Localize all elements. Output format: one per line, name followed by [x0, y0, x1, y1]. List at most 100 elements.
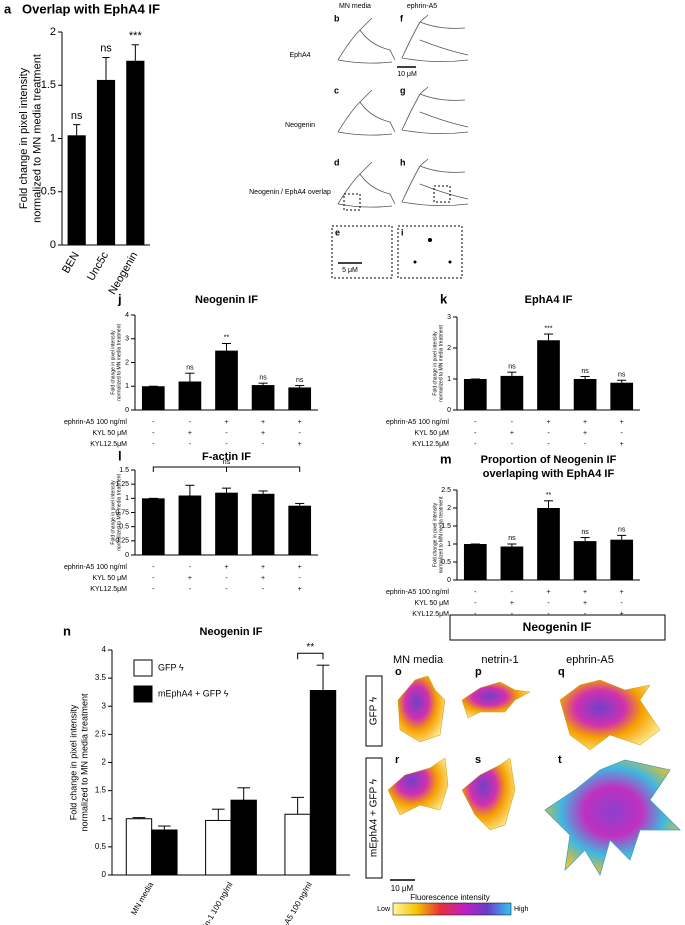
- condition-name: ephrin-A5 100 ng/ml: [64, 564, 127, 571]
- y-tick-label: 0: [125, 552, 129, 559]
- condition-mark: -: [584, 611, 587, 618]
- comparison-bracket: [297, 652, 324, 660]
- bar: [463, 379, 487, 410]
- condition-mark: -: [262, 441, 265, 448]
- y-axis-label: Fold change in pixel intensity: [110, 330, 116, 395]
- condition-mark: +: [620, 589, 624, 596]
- bar: [151, 829, 178, 876]
- condition-mark: -: [511, 611, 514, 618]
- panel-letter: s: [475, 754, 481, 766]
- condition-mark: +: [546, 589, 550, 596]
- y-tick-label: 0.75: [115, 509, 129, 516]
- condition-mark: -: [474, 600, 477, 607]
- heatmaps: Neogenin IF MN media netrin-1 ephrin-A5 …: [365, 614, 681, 916]
- y-axis-label: Fold change in pixel intensity: [432, 331, 438, 396]
- y-tick-label: 0: [50, 239, 56, 251]
- condition-mark: +: [298, 564, 302, 571]
- panel-letter: m: [440, 451, 452, 466]
- heatmap-cell: [559, 679, 661, 751]
- significance-label: ns: [581, 529, 589, 536]
- condition-mark: +: [298, 419, 302, 426]
- panel-letter: p: [475, 666, 482, 678]
- condition-mark: -: [621, 430, 624, 437]
- colorbar-high: High: [514, 906, 529, 913]
- y-axis-label: Fold change in pixel intensity: [18, 67, 30, 209]
- chart-title: F-actin IF: [202, 451, 251, 463]
- condition-mark: +: [583, 589, 587, 596]
- condition-name: ephrin-A5 100 ng/ml: [386, 589, 449, 596]
- condition-mark: -: [474, 441, 477, 448]
- condition-mark: -: [299, 430, 302, 437]
- condition-name: KYL12.5μM: [412, 611, 449, 618]
- condition-mark: +: [620, 611, 624, 618]
- condition-name: KYL 50 μM: [414, 430, 449, 437]
- condition-mark: -: [474, 611, 477, 618]
- y-tick-label: 0: [447, 407, 451, 414]
- condition-mark: +: [261, 564, 265, 571]
- panel-letter: k: [440, 291, 448, 306]
- panel-letter: i: [401, 227, 404, 237]
- bar: [141, 498, 165, 555]
- panel-letter: l: [118, 448, 122, 463]
- chart-title: Neogenin IF: [195, 294, 258, 306]
- y-tick-label: 1: [125, 383, 129, 390]
- heatmap-cell: [461, 757, 516, 831]
- condition-mark: +: [298, 586, 302, 593]
- y-tick-label: 1: [125, 495, 129, 502]
- y-tick-label: 3.5: [95, 673, 107, 682]
- panel-letter: h: [400, 157, 406, 167]
- colorbar-low: Low: [377, 906, 391, 913]
- condition-mark: -: [152, 564, 155, 571]
- significance-label: ns: [581, 368, 589, 375]
- y-tick-label: 1: [50, 132, 56, 144]
- bar: [178, 381, 202, 410]
- bar: [141, 386, 165, 410]
- bar: [573, 379, 597, 410]
- significance-label: ns: [618, 371, 626, 378]
- y-tick-label: 4: [102, 645, 107, 654]
- condition-name: ephrin-A5 100 ng/ml: [386, 419, 449, 426]
- condition-mark: +: [620, 441, 624, 448]
- bar: [67, 135, 86, 245]
- bar: [284, 813, 311, 876]
- panel-letter: j: [117, 291, 122, 306]
- condition-mark: -: [474, 419, 477, 426]
- condition-mark: +: [261, 430, 265, 437]
- bar: [610, 539, 634, 580]
- condition-mark: -: [511, 589, 514, 596]
- x-tick-label: Unc5c: [85, 250, 111, 283]
- bar: [500, 375, 524, 410]
- legend-label: mEphA4 + GFP ϟ: [158, 688, 229, 698]
- y-tick-label: 3: [447, 314, 451, 321]
- y-axis-label: normalized to MN media treatment: [80, 693, 90, 832]
- row-label: mEphA4 + GFP ϟ: [369, 778, 380, 857]
- legend-swatch: [133, 659, 153, 677]
- condition-mark: +: [546, 419, 550, 426]
- y-tick-label: 0: [102, 870, 107, 879]
- bar: [251, 493, 275, 555]
- bar: [500, 546, 524, 580]
- micrographs: MN media ephrin-A5 EphA4 Neogenin Neogen…: [249, 3, 469, 279]
- condition-mark: -: [621, 600, 624, 607]
- y-tick-label: 1.5: [95, 786, 107, 795]
- x-tick-label: Neogenin: [107, 250, 141, 297]
- y-tick-label: 0: [447, 577, 451, 584]
- cell-outlines: [331, 14, 469, 279]
- y-tick-label: 2.5: [441, 487, 451, 494]
- condition-mark: +: [583, 430, 587, 437]
- bar: [309, 690, 337, 876]
- condition-mark: -: [262, 586, 265, 593]
- comparison-label: **: [306, 642, 314, 653]
- bar: [205, 819, 232, 876]
- condition-mark: -: [584, 441, 587, 448]
- panel-letter: b: [334, 13, 340, 23]
- chart-title: overlaping with EphA4 IF: [483, 468, 615, 480]
- significance-label: **: [224, 335, 230, 342]
- y-tick-label: 4: [125, 312, 129, 319]
- bar: [230, 799, 257, 876]
- column-label: ephrin-A5: [566, 654, 614, 666]
- condition-mark: -: [225, 441, 228, 448]
- condition-mark: -: [547, 611, 550, 618]
- legend-swatch: [133, 685, 153, 703]
